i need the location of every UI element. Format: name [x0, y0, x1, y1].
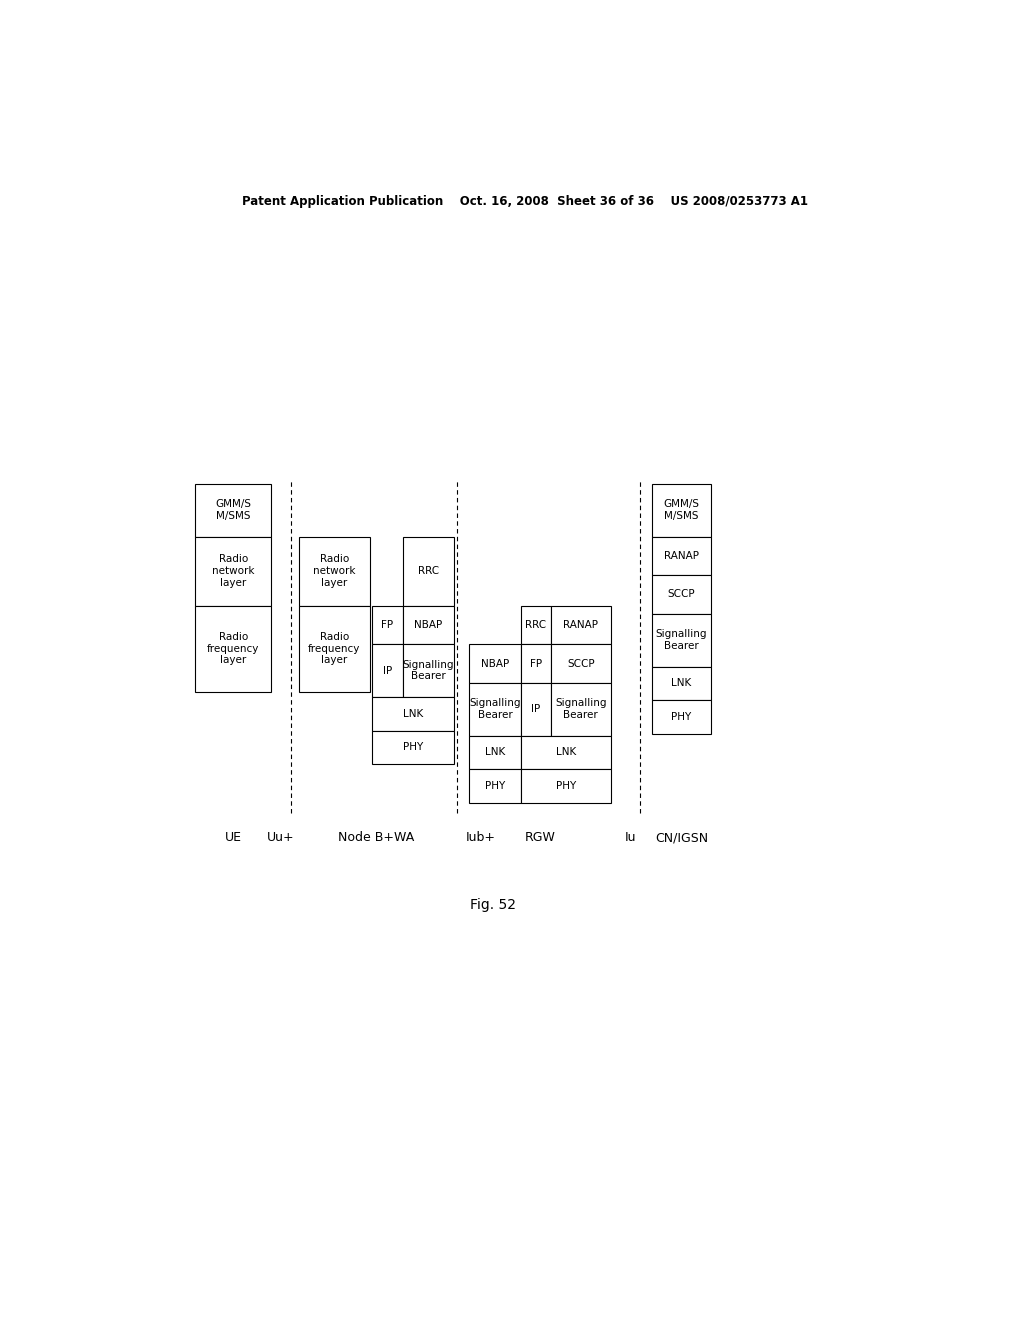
- Text: Signalling
Bearer: Signalling Bearer: [469, 698, 521, 721]
- Text: FP: FP: [382, 620, 393, 630]
- Text: SCCP: SCCP: [668, 590, 695, 599]
- Bar: [402, 606, 455, 644]
- Text: LNK: LNK: [485, 747, 505, 758]
- Text: Signalling
Bearer: Signalling Bearer: [655, 630, 708, 651]
- Text: LNK: LNK: [403, 709, 424, 719]
- Bar: [299, 536, 370, 606]
- Text: NBAP: NBAP: [415, 620, 442, 630]
- Bar: [196, 483, 270, 536]
- Text: Fig. 52: Fig. 52: [470, 899, 516, 912]
- Text: PHY: PHY: [556, 781, 575, 791]
- Bar: [652, 536, 712, 576]
- Text: IP: IP: [383, 665, 392, 676]
- Bar: [652, 483, 712, 536]
- Text: Radio
network
layer: Radio network layer: [212, 554, 254, 587]
- Text: CN/IGSN: CN/IGSN: [655, 832, 709, 845]
- Bar: [373, 606, 402, 644]
- Text: GMM/S
M/SMS: GMM/S M/SMS: [664, 499, 699, 521]
- Text: RANAP: RANAP: [664, 550, 699, 561]
- Text: Signalling
Bearer: Signalling Bearer: [555, 698, 606, 721]
- Text: SCCP: SCCP: [567, 659, 595, 668]
- Text: Signalling
Bearer: Signalling Bearer: [402, 660, 454, 681]
- Bar: [469, 682, 521, 735]
- Bar: [373, 731, 455, 764]
- Text: RRC: RRC: [525, 620, 547, 630]
- Text: FP: FP: [529, 659, 542, 668]
- Bar: [652, 667, 712, 700]
- Bar: [652, 576, 712, 614]
- Text: Radio
network
layer: Radio network layer: [313, 554, 355, 587]
- Text: Iu: Iu: [625, 832, 636, 845]
- Text: LNK: LNK: [672, 678, 691, 688]
- Text: RRC: RRC: [418, 566, 439, 576]
- Bar: [521, 682, 551, 735]
- Bar: [402, 536, 455, 606]
- Bar: [551, 606, 610, 644]
- Text: Radio
frequency
layer: Radio frequency layer: [207, 632, 259, 665]
- Bar: [521, 606, 551, 644]
- Bar: [196, 606, 270, 692]
- Bar: [551, 682, 610, 735]
- Bar: [373, 644, 402, 697]
- Bar: [299, 606, 370, 692]
- Bar: [652, 700, 712, 734]
- Bar: [521, 735, 610, 770]
- Bar: [373, 697, 455, 731]
- Text: RGW: RGW: [524, 832, 555, 845]
- Bar: [402, 644, 455, 697]
- Text: UE: UE: [224, 832, 242, 845]
- Bar: [196, 536, 270, 606]
- Bar: [469, 735, 521, 770]
- Bar: [469, 770, 521, 803]
- Text: PHY: PHY: [403, 742, 424, 752]
- Bar: [521, 644, 551, 682]
- Text: Radio
frequency
layer: Radio frequency layer: [308, 632, 360, 665]
- Text: GMM/S
M/SMS: GMM/S M/SMS: [215, 499, 251, 521]
- Bar: [551, 644, 610, 682]
- Text: NBAP: NBAP: [481, 659, 509, 668]
- Text: PHY: PHY: [672, 711, 691, 722]
- Text: Node B+WA: Node B+WA: [338, 832, 415, 845]
- Text: IP: IP: [531, 705, 541, 714]
- Text: PHY: PHY: [485, 781, 505, 791]
- Bar: [521, 770, 610, 803]
- Text: Patent Application Publication    Oct. 16, 2008  Sheet 36 of 36    US 2008/02537: Patent Application Publication Oct. 16, …: [242, 194, 808, 207]
- Bar: [652, 614, 712, 667]
- Bar: [469, 644, 521, 682]
- Text: RANAP: RANAP: [563, 620, 598, 630]
- Text: LNK: LNK: [556, 747, 575, 758]
- Text: Uu+: Uu+: [267, 832, 295, 845]
- Text: Iub+: Iub+: [465, 832, 496, 845]
